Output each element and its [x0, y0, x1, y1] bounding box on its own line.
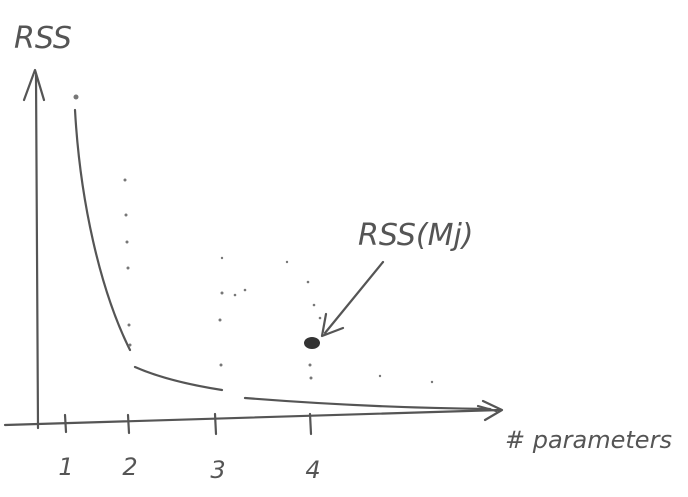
x-tick-label: 2 [122, 453, 137, 481]
y-axis [24, 70, 44, 428]
annotation: RSS(Mj) [358, 218, 474, 253]
x-tick-label: 4 [305, 456, 320, 484]
sketch: RSS # parameters RSS(Mj) 1 2 3 4 [0, 0, 688, 497]
y-axis-label: RSS [14, 21, 72, 56]
x-axis-label: # parameters [505, 426, 672, 454]
curve [75, 110, 130, 350]
curve [245, 398, 490, 409]
scatter-dots [124, 179, 434, 384]
x-axis [5, 401, 502, 425]
x-tick-label: 1 [58, 453, 73, 481]
x-tick-label: 3 [210, 456, 225, 484]
annotation-arrow [322, 262, 383, 336]
highlight-point [304, 337, 320, 349]
page: RSS # parameters RSS(Mj) 1 2 3 4 (() => … [0, 0, 688, 497]
curve-point [74, 95, 79, 100]
curve [135, 367, 222, 390]
